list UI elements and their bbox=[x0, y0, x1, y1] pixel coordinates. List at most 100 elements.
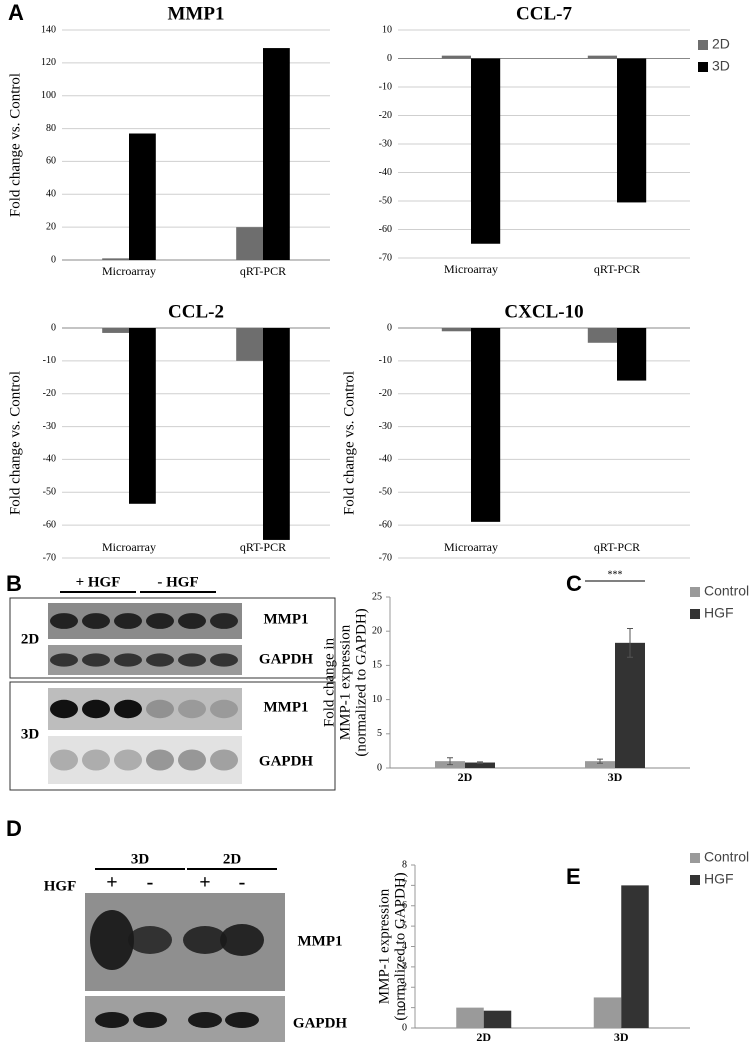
y-tick-label: -30 bbox=[43, 421, 56, 432]
blot-band bbox=[50, 699, 78, 719]
x-tick-label: qRT-PCR bbox=[240, 540, 286, 554]
y-tick-label: 7 bbox=[402, 880, 407, 891]
band-label: MMP1 bbox=[264, 611, 309, 627]
error-bar bbox=[447, 757, 453, 766]
blot-band bbox=[178, 749, 206, 771]
panel-label: C bbox=[566, 571, 582, 596]
bar bbox=[236, 227, 263, 260]
blot-band bbox=[210, 653, 238, 667]
blot-band bbox=[178, 613, 206, 629]
y-axis-label: Fold change vs. Control bbox=[7, 371, 23, 515]
blot-band bbox=[225, 1012, 259, 1028]
blot-band bbox=[178, 699, 206, 719]
blot-band bbox=[82, 653, 110, 667]
y-tick-label: 4 bbox=[402, 941, 407, 952]
y-tick-label: 5 bbox=[402, 920, 407, 931]
legend-label: HGF bbox=[704, 605, 734, 621]
legend-swatch bbox=[698, 40, 708, 50]
y-tick-label: -30 bbox=[379, 421, 392, 432]
blot-band bbox=[146, 613, 174, 629]
blot-band bbox=[178, 653, 206, 667]
annotation: *** bbox=[608, 569, 623, 580]
blot-band bbox=[133, 1012, 167, 1028]
chart-title: CCL-7 bbox=[516, 3, 572, 24]
y-tick-label: 0 bbox=[51, 322, 56, 333]
y-axis-label: Fold change vs. Control bbox=[341, 371, 357, 515]
bar bbox=[236, 328, 263, 361]
chart-title: CCL-2 bbox=[168, 301, 224, 322]
bar bbox=[617, 58, 647, 203]
sign-label: + bbox=[106, 872, 117, 894]
bar bbox=[102, 328, 129, 333]
row-label: 2D bbox=[21, 631, 40, 647]
bar bbox=[593, 997, 622, 1028]
y-tick-label: -40 bbox=[379, 454, 392, 465]
legend-label: Control bbox=[704, 583, 749, 599]
chart-title: CXCL-10 bbox=[504, 301, 583, 322]
group-label: 2D bbox=[223, 851, 242, 867]
blot-band bbox=[114, 699, 142, 719]
bar bbox=[263, 48, 290, 261]
chart-title: MMP1 bbox=[168, 3, 225, 24]
bar bbox=[587, 55, 617, 59]
blot-band bbox=[114, 749, 142, 771]
x-tick-label: Microarray bbox=[444, 262, 498, 276]
panel-label: E bbox=[566, 864, 581, 889]
blot-band bbox=[82, 699, 110, 719]
blot-strip bbox=[48, 736, 242, 784]
y-tick-label: 25 bbox=[372, 591, 382, 602]
y-tick-label: 0 bbox=[387, 53, 392, 64]
y-tick-label: -20 bbox=[379, 388, 392, 399]
legend-label: Control bbox=[704, 849, 749, 865]
y-tick-label: -10 bbox=[379, 81, 392, 92]
y-tick-label: 6 bbox=[402, 900, 407, 911]
panel-label: D bbox=[6, 816, 22, 841]
sign-label: + bbox=[199, 872, 210, 894]
y-tick-label: -60 bbox=[43, 519, 56, 530]
y-tick-label: -70 bbox=[43, 552, 56, 563]
blot-band bbox=[210, 749, 238, 771]
y-axis-label: MMP-1 expression bbox=[376, 888, 392, 1004]
x-tick-label: qRT-PCR bbox=[240, 264, 286, 278]
blot-strip bbox=[48, 645, 242, 675]
blot-band bbox=[95, 1012, 129, 1028]
row-label: 3D bbox=[21, 726, 40, 742]
blot-band bbox=[50, 749, 78, 771]
y-tick-label: 20 bbox=[46, 221, 56, 232]
legend-swatch bbox=[690, 587, 700, 597]
y-tick-label: -70 bbox=[379, 552, 392, 563]
y-tick-label: 20 bbox=[372, 625, 382, 636]
bar bbox=[587, 328, 617, 343]
x-tick-label: Microarray bbox=[102, 540, 156, 554]
blot-band bbox=[210, 699, 238, 719]
y-tick-label: -70 bbox=[379, 252, 392, 263]
y-tick-label: 10 bbox=[372, 694, 382, 705]
blot-band bbox=[220, 924, 264, 956]
x-tick-label: 2D bbox=[476, 1030, 491, 1044]
bar bbox=[585, 761, 615, 768]
y-axis-label: (normalized to GAPDH) bbox=[392, 872, 408, 1020]
blot-frame bbox=[9, 681, 336, 791]
blot-band bbox=[146, 653, 174, 667]
band-label: MMP1 bbox=[264, 699, 309, 715]
y-tick-label: 60 bbox=[46, 156, 56, 167]
band-label: GAPDH bbox=[259, 651, 313, 667]
blot-band bbox=[210, 613, 238, 629]
bar bbox=[129, 133, 156, 260]
legend-label: 3D bbox=[712, 58, 730, 74]
y-tick-label: -50 bbox=[379, 195, 392, 206]
blot-band bbox=[146, 749, 174, 771]
bar bbox=[471, 58, 501, 244]
blot-strip bbox=[48, 688, 242, 730]
y-tick-label: 5 bbox=[377, 728, 382, 739]
y-tick-label: 40 bbox=[46, 189, 56, 200]
blot-band bbox=[82, 749, 110, 771]
bar bbox=[441, 328, 471, 332]
x-tick-label: Microarray bbox=[102, 264, 156, 278]
bar bbox=[263, 328, 290, 540]
legend-label: 2D bbox=[712, 36, 730, 52]
y-tick-label: -40 bbox=[43, 454, 56, 465]
blot-band bbox=[50, 653, 78, 667]
bar bbox=[456, 1007, 484, 1028]
